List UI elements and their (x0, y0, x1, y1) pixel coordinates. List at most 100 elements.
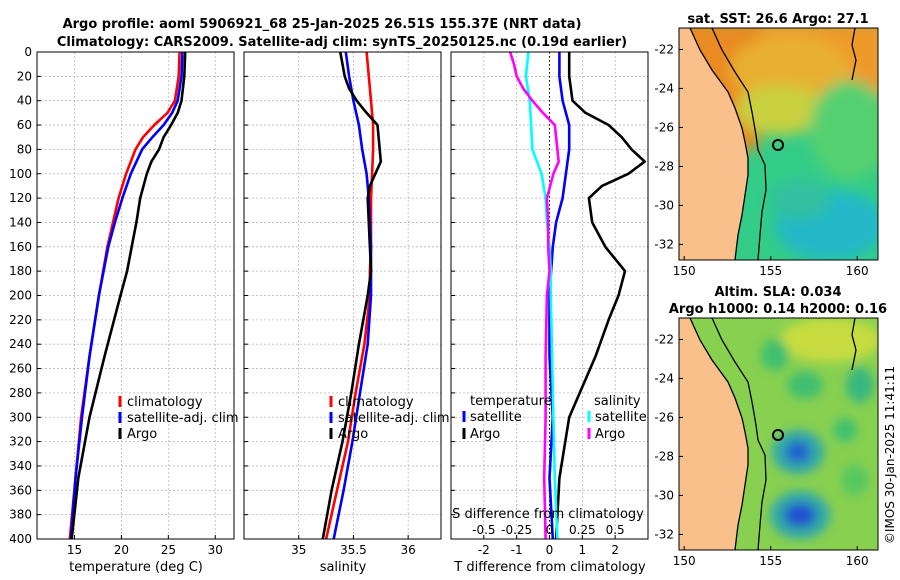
series-satellite-adj-clim (69, 52, 184, 539)
sst-yellow-zone (735, 85, 825, 135)
y-tick-label: 60 (17, 118, 32, 132)
map-y-tick-label: -24 (654, 371, 674, 385)
series-group (68, 52, 187, 539)
sla-eddy-1 (761, 339, 789, 371)
map-x-tick-label: 160 (846, 264, 869, 278)
sla-eddy-5-core (786, 441, 810, 463)
s-diff-tick-label: 0.25 (569, 523, 596, 537)
y-tick-label: 100 (9, 167, 32, 181)
map-y-tick-label: -22 (654, 42, 674, 56)
salinity-xlabel: salinity (320, 560, 367, 575)
x-tick-label: 20 (114, 543, 129, 557)
sla-island-line (851, 318, 857, 371)
sla-map-title-2: Argo h1000: 0.14 h2000: 0.16 (669, 302, 887, 317)
legend-climatology-label: climatology (127, 395, 203, 410)
map-x-tick-label: 150 (673, 264, 696, 278)
s-diff-tick-label: -0.25 (501, 523, 532, 537)
legend-s-argo-label: Argo (595, 427, 625, 442)
map-y-tick-label: -26 (654, 120, 674, 134)
y-tick-label: 80 (17, 142, 32, 156)
temperature-xlabel: temperature (deg C) (69, 560, 203, 575)
sla-map-axes: 150 155 160 -22 -24 -26 -28 -30 -32 (654, 332, 868, 568)
map-x-tick-label: 160 (846, 554, 869, 568)
y-tick-label: 40 (17, 94, 32, 108)
difference-legend: temperature satellite Argo salinity sate… (462, 394, 647, 442)
sla-argo-marker (772, 429, 784, 441)
sst-cool-patch (770, 180, 830, 220)
sla-map-title-1: Altim. SLA: 0.034 (715, 285, 842, 300)
y-tick-label: 120 (9, 191, 32, 205)
imos-credit: ©IMOS 30-Jan-2025 11:41:11 (883, 366, 897, 544)
x-tick-label: 25 (161, 543, 176, 557)
legend-satellite-label: satellite-adj. clim (338, 411, 450, 426)
x-tick-label: 15 (67, 543, 82, 557)
y-tick-label: 0 (24, 45, 32, 59)
sla-yellow-north (780, 318, 878, 362)
sst-coast-line (689, 28, 749, 260)
sst-map-title: sat. SST: 26.6 Argo: 27.1 (687, 12, 868, 27)
salinity-legend: climatology satellite-adj. clim Argo (329, 395, 450, 442)
y-tick-label: 140 (9, 215, 32, 229)
s-diff-tick-label: 0 (546, 523, 554, 537)
figure-title-line1: Argo profile: aoml 5906921_68 25-Jan-202… (63, 17, 582, 32)
legend-satellite-label: satellite-adj. clim (127, 411, 239, 426)
y-tick-label: 220 (9, 313, 32, 327)
legend-temperature-title: temperature (470, 394, 552, 409)
figure-title-line2: Climatology: CARS2009. Satellite-adj cli… (57, 35, 627, 50)
map-y-tick-label: -28 (654, 159, 674, 173)
y-tick-label: 20 (17, 69, 32, 83)
sla-eddy-6-core (784, 503, 816, 527)
map-y-tick-label: -26 (654, 410, 674, 424)
legend-t-argo-label: Argo (470, 427, 500, 442)
series-group (508, 52, 647, 539)
map-x-tick-label: 155 (759, 554, 782, 568)
s-diff-tick-label: -0.5 (472, 523, 495, 537)
sst-map-frame (678, 27, 879, 261)
map-y-tick-label: -32 (654, 237, 674, 251)
sst-green-east (810, 80, 878, 180)
series-argo (321, 52, 383, 539)
x-tick-label: 35.5 (340, 543, 367, 557)
legend-salinity-title: salinity (594, 394, 641, 409)
legend-s-satellite-label: satellite (595, 410, 647, 425)
sla-map (679, 318, 878, 550)
x-tick-label: 0 (546, 543, 554, 557)
sla-map-frame (678, 317, 879, 551)
sla-eddy-3 (846, 367, 874, 403)
sla-shelf-line (711, 318, 767, 550)
sla-eddy-4 (833, 418, 857, 442)
map-x-tick-label: 150 (673, 554, 696, 568)
sst-argo-marker (772, 139, 784, 151)
x-tick-label: 2 (611, 543, 619, 557)
x-tick-label: 35 (291, 543, 306, 557)
series-temperature-argo (554, 52, 647, 539)
sla-coast-line (689, 318, 749, 550)
map-y-tick-label: -30 (654, 488, 674, 502)
map-x-tick-label: 155 (759, 264, 782, 278)
map-y-tick-label: -24 (654, 81, 674, 95)
sst-map-axes: 150 155 160 -22 -24 -26 -28 -30 -32 (654, 42, 868, 278)
y-tick-label: 280 (9, 386, 32, 400)
s-diff-tick-label: 0.5 (606, 523, 625, 537)
sla-eddy-2 (787, 371, 823, 399)
series-salinity-argo (508, 52, 561, 539)
x-tick-label: -1 (511, 543, 523, 557)
y-tick-label: 380 (9, 508, 32, 522)
map-y-tick-label: -28 (654, 449, 674, 463)
sst-map (679, 28, 878, 260)
difference-xlabel-top: S difference from climatology (452, 507, 644, 522)
x-tick-label: 30 (208, 543, 223, 557)
x-tick-label: 1 (579, 543, 587, 557)
sst-land (679, 28, 748, 260)
difference-xlabel: T difference from climatology (453, 560, 646, 575)
legend-t-satellite-label: satellite (470, 410, 522, 425)
map-y-tick-label: -22 (654, 332, 674, 346)
map-y-tick-label: -30 (654, 198, 674, 212)
legend-argo-label: Argo (338, 427, 368, 442)
y-tick-label: 300 (9, 410, 32, 424)
temperature-panel: 15 20 25 3002040608010012014016018020022024… (9, 45, 235, 557)
difference-panel: -2 -1 0 1 2 -0.5 -0.25 0 0.25 0.5 (450, 51, 649, 557)
y-tick-label: 360 (9, 483, 32, 497)
y-tick-label: 200 (9, 289, 32, 303)
